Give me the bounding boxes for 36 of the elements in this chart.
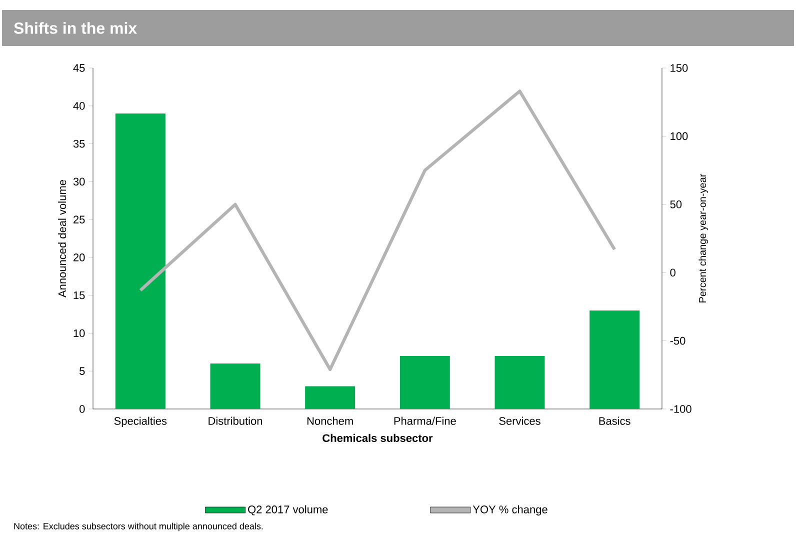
y-tick-label: 40 xyxy=(73,102,85,110)
text: Notes: Excludes subsectors without multiple announced deals. xyxy=(14,522,263,532)
line-series xyxy=(138,90,616,372)
y2-tick-label: 0 xyxy=(670,268,676,276)
bar xyxy=(494,356,545,409)
y-tick-label: 5 xyxy=(80,367,85,375)
x-tick-label: Pharma/Fine xyxy=(394,416,456,425)
y2-tick-label: -50 xyxy=(670,336,686,345)
bar xyxy=(400,356,450,409)
y2-tick-label: 50 xyxy=(670,200,682,208)
bar xyxy=(305,386,356,409)
bar xyxy=(590,310,640,409)
y2-axis-title: Percent change year-on-year xyxy=(698,174,708,302)
x-tick-label: Nonchem xyxy=(307,416,353,425)
y-tick-label: 35 xyxy=(73,140,85,148)
y-tick-label: 10 xyxy=(74,329,85,338)
y-tick-label: 45 xyxy=(73,64,85,72)
legend-label: Q2 2017 volume xyxy=(248,505,328,516)
y-axis-title: Announced deal volume xyxy=(58,180,66,298)
legend-label: YOY % change xyxy=(472,505,548,516)
x-tick-label: Basics xyxy=(599,416,630,425)
y2-tick-label: 150 xyxy=(670,64,688,72)
y-tick-label: 20 xyxy=(74,254,85,262)
y2-tick-label: -100 xyxy=(670,405,692,413)
bar xyxy=(115,113,166,409)
y-tick-label: 25 xyxy=(74,216,85,224)
x-tick-label: Services xyxy=(499,416,540,425)
y-tick-label: 15 xyxy=(74,291,85,300)
x-axis-title: Chemicals subsector xyxy=(322,434,433,442)
x-tick-label: Specialties xyxy=(114,416,167,428)
chart-title: Shifts in the mix xyxy=(14,22,137,34)
y-tick-label: 30 xyxy=(73,178,85,186)
y-tick-label: 0 xyxy=(80,405,85,413)
bar xyxy=(210,364,260,409)
y2-tick-label: 100 xyxy=(670,132,688,140)
x-tick-label: Distribution xyxy=(208,416,262,425)
